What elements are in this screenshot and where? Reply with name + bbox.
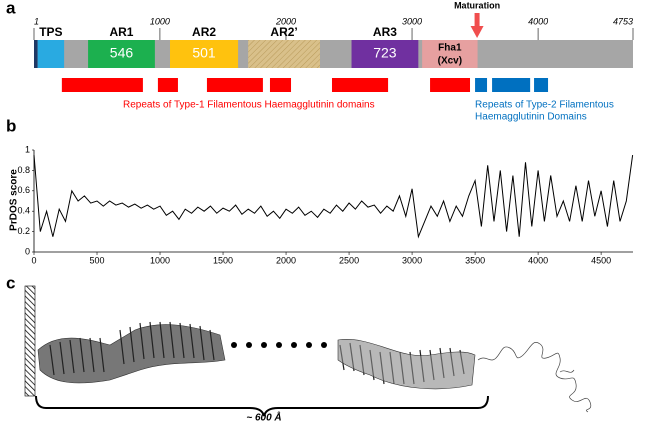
beta-helix (337, 339, 476, 390)
ruler-label: 2000 (275, 16, 296, 26)
repeat-caption: Repeats of Type-1 Filamentous Haemagglut… (123, 100, 375, 111)
ellipsis-dots (231, 342, 327, 348)
y-tick-label: 0 (25, 246, 30, 256)
x-tick-label: 1000 (150, 255, 170, 265)
x-tick-label: 3500 (465, 255, 485, 265)
domain (351, 40, 419, 68)
repeat (206, 78, 263, 92)
domain-label: (Xcv) (438, 56, 462, 67)
x-tick-label: 2000 (276, 255, 296, 265)
y-tick-label: 1 (25, 144, 30, 154)
repeat (157, 78, 178, 92)
length-brace (35, 395, 489, 417)
y-tick-label: 0.6 (17, 185, 30, 195)
ruler-label: 1 (34, 16, 39, 26)
domain-label: 546 (110, 45, 134, 61)
beta-helix (37, 324, 226, 384)
domain-label: 501 (192, 45, 216, 61)
domain-name: AR1 (109, 25, 133, 39)
panel-label: a (6, 0, 16, 17)
x-tick-label: 1500 (213, 255, 233, 265)
repeat (331, 78, 389, 92)
ruler-label: 1000 (150, 16, 170, 26)
score-line (33, 155, 634, 239)
domain-name: AR2’ (270, 25, 297, 39)
maturation-arrow (470, 13, 484, 38)
anchor-wall (24, 285, 36, 397)
maturation-label: Maturation (454, 0, 500, 10)
structure-cartoon (24, 285, 592, 417)
y-tick-label: 0.2 (17, 226, 30, 236)
disordered-tail (477, 342, 592, 413)
panel-label: c (6, 273, 15, 292)
domain (88, 40, 155, 68)
repeat (534, 78, 549, 92)
repeat (492, 78, 531, 92)
y-axis-label: PrDOS score (9, 169, 20, 231)
repeat-caption: Repeats of Type-2 Filamentous (475, 100, 614, 111)
repeat (475, 78, 488, 92)
domain (170, 40, 239, 68)
repeat (61, 78, 143, 92)
repeat-caption: Haemagglutinin Domains (475, 112, 587, 123)
x-tick-label: 0 (31, 255, 36, 265)
ruler-label: 4753 (613, 16, 633, 26)
panel-label: b (6, 116, 16, 135)
x-tick-label: 4000 (528, 255, 548, 265)
repeat (269, 78, 292, 92)
ruler-label: 3000 (402, 16, 422, 26)
domain-label: Fha1 (438, 43, 462, 54)
domain-name: AR3 (373, 25, 397, 39)
domain-name: AR2 (192, 25, 216, 39)
x-tick-label: 500 (89, 255, 104, 265)
domain (37, 40, 65, 68)
x-tick-label: 4500 (591, 255, 611, 265)
domain-label: 723 (373, 45, 397, 61)
domain (422, 40, 478, 68)
y-tick-label: 0.8 (17, 165, 30, 175)
y-tick-label: 0.4 (17, 206, 30, 216)
ruler-label: 4000 (528, 16, 548, 26)
domain-name: TPS (39, 25, 62, 39)
repeat (430, 78, 471, 92)
scale-label: ~ 600 Å (246, 411, 281, 423)
x-tick-label: 3000 (402, 255, 422, 265)
x-tick-label: 2500 (339, 255, 359, 265)
domain (34, 40, 38, 68)
domain (248, 40, 321, 68)
